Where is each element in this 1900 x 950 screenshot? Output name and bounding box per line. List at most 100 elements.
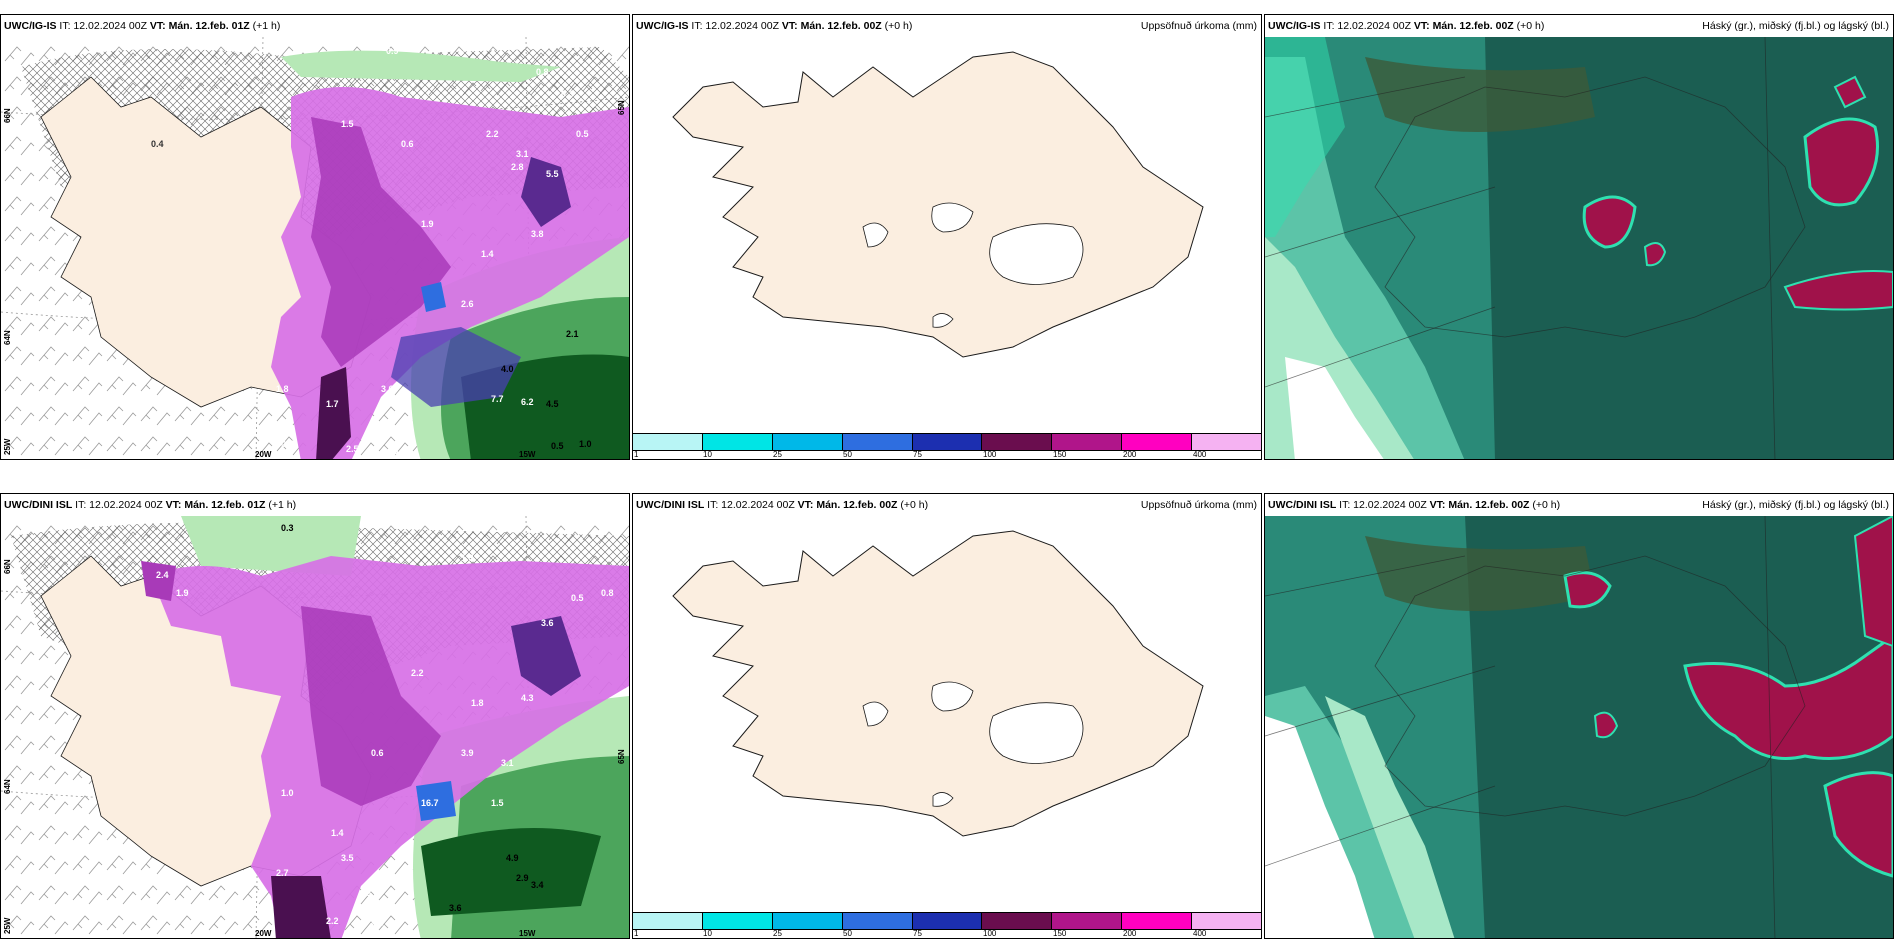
svg-text:2.4: 2.4 — [156, 570, 169, 580]
panel-title: Uppsöfnuð úrkoma (mm) — [1140, 20, 1257, 32]
svg-text:0.5: 0.5 — [576, 129, 589, 139]
svg-text:7.7: 7.7 — [491, 394, 504, 404]
lat-label: 64N — [3, 330, 12, 345]
iceland-map — [633, 516, 1261, 914]
colorbar-tick: 1 — [634, 929, 639, 938]
panel-header: UWC/DINI ISL IT: 12.02.2024 00Z VT: Mán.… — [1265, 494, 1893, 516]
model-label: UWC/DINI ISL — [1268, 499, 1337, 511]
svg-text:0.5: 0.5 — [551, 441, 564, 451]
colorbar-swatch — [982, 913, 1053, 929]
colorbar-swatch — [772, 434, 843, 450]
svg-text:0.9: 0.9 — [386, 46, 399, 56]
svg-text:16.7: 16.7 — [421, 798, 439, 808]
colorbar-swatch — [772, 913, 843, 929]
svg-text:0.7: 0.7 — [281, 439, 294, 449]
lead-time: (+0 h) — [900, 499, 929, 511]
svg-text:1.3: 1.3 — [461, 553, 474, 563]
colorbar-swatch — [702, 434, 773, 450]
lead-time: (+1 h) — [252, 20, 281, 32]
svg-text:1.8: 1.8 — [276, 384, 289, 394]
colorbar-swatch — [842, 434, 913, 450]
colorbar-swatch — [912, 434, 983, 450]
panel-header: UWC/DINI ISL IT: 12.02.2024 00Z VT: Mán.… — [633, 494, 1261, 516]
accum-precip-panel-dini: UWC/DINI ISL IT: 12.02.2024 00Z VT: Mán.… — [632, 493, 1262, 939]
panel-title: Háský (gr.), miðský (fj.bl.) og lágský (… — [1702, 499, 1889, 511]
svg-text:1.5: 1.5 — [491, 798, 504, 808]
precip-map: 0.9 0.8 0.3 0.4 0.5 1.5 0.6 1.4 2.2 3.1 … — [1, 37, 629, 459]
svg-text:1.4: 1.4 — [331, 828, 344, 838]
lon-label: 25W — [3, 438, 12, 455]
model-label: UWC/IG-IS — [636, 20, 689, 32]
svg-text:2.2: 2.2 — [486, 129, 499, 139]
panel-header: UWC/IG-IS IT: 12.02.2024 00Z VT: Mán. 12… — [633, 15, 1261, 37]
svg-text:0.8: 0.8 — [536, 67, 549, 77]
model-label: UWC/IG-IS — [4, 20, 57, 32]
svg-text:3.8: 3.8 — [531, 229, 544, 239]
svg-text:0.6: 0.6 — [401, 139, 414, 149]
lon-label: 15W — [519, 929, 536, 938]
colorbar-tick: 100 — [983, 929, 997, 938]
svg-text:3.9: 3.9 — [461, 748, 474, 758]
colorbar-swatch — [1052, 434, 1123, 450]
svg-text:2.2: 2.2 — [326, 916, 339, 926]
colorbar-tick: 25 — [773, 929, 782, 938]
lat-label: 64N — [3, 779, 12, 794]
init-time: IT: 12.02.2024 00Z — [1339, 499, 1427, 511]
accum-precip-panel-ig-is: UWC/IG-IS IT: 12.02.2024 00Z VT: Mán. 12… — [632, 14, 1262, 460]
colorbar-swatch — [1122, 913, 1193, 929]
svg-text:3.1: 3.1 — [516, 149, 529, 159]
svg-text:2.9: 2.9 — [516, 873, 529, 883]
colorbar-tick: 200 — [1123, 929, 1137, 938]
svg-text:2.7: 2.7 — [276, 868, 289, 878]
panel-header: UWC/IG-IS IT: 12.02.2024 00Z VT: Mán. 12… — [1265, 15, 1893, 37]
panel-title: Háský (gr.), miðský (fj.bl.) og lágský (… — [1702, 20, 1889, 32]
precip-colorbar: 1 10 25 50 75 100 150 200 400 — [633, 433, 1261, 459]
svg-text:1.7: 1.7 — [326, 399, 339, 409]
colorbar-swatch — [1122, 434, 1193, 450]
colorbar-swatch — [1192, 434, 1261, 450]
cloud-map — [1265, 516, 1893, 938]
precip-map: 0.3 2.4 1.9 0.5 0.8 1.3 2.2 3.6 4.3 1.8 … — [1, 516, 629, 938]
svg-text:0.5: 0.5 — [571, 593, 584, 603]
init-time: IT: 12.02.2024 00Z — [707, 499, 795, 511]
colorbar-tick: 150 — [1053, 450, 1067, 459]
svg-text:4.5: 4.5 — [546, 399, 559, 409]
svg-text:2.5: 2.5 — [346, 444, 359, 454]
model-label: UWC/DINI ISL — [4, 499, 73, 511]
colorbar-swatch — [1052, 913, 1123, 929]
panel-header: UWC/IG-IS IT: 12.02.2024 00Z VT: Mán. 12… — [1, 15, 629, 37]
precip-values: 0.3 2.4 1.9 0.5 0.8 1.3 2.2 3.6 4.3 1.8 … — [156, 523, 614, 928]
valid-time: VT: Mán. 12.feb. 01Z — [165, 499, 266, 511]
colorbar-tick: 75 — [913, 450, 922, 459]
valid-time: VT: Mán. 12.feb. 01Z — [149, 20, 250, 32]
svg-text:1.9: 1.9 — [421, 219, 434, 229]
lead-time: (+1 h) — [268, 499, 297, 511]
svg-text:2.8: 2.8 — [511, 162, 524, 172]
colorbar-swatch — [912, 913, 983, 929]
svg-text:3.5: 3.5 — [341, 853, 354, 863]
iceland-map — [633, 37, 1261, 435]
lat-label: 66N — [3, 559, 12, 574]
precip-map-panel-dini: UWC/DINI ISL IT: 12.02.2024 00Z VT: Mán.… — [0, 493, 630, 939]
svg-text:3.6: 3.6 — [541, 618, 554, 628]
model-label: UWC/IG-IS — [1268, 20, 1321, 32]
lon-label: 20W — [255, 450, 272, 459]
colorbar-tick: 1 — [634, 450, 639, 459]
svg-text:4.9: 4.9 — [506, 853, 519, 863]
lat-label: 66N — [3, 108, 12, 123]
svg-text:4.8: 4.8 — [371, 918, 384, 928]
colorbar-swatch — [702, 913, 773, 929]
svg-text:6.2: 6.2 — [521, 397, 534, 407]
svg-text:1.8: 1.8 — [471, 698, 484, 708]
svg-text:2.1: 2.1 — [566, 329, 579, 339]
init-time: IT: 12.02.2024 00Z — [75, 499, 163, 511]
svg-text:3.1: 3.1 — [501, 758, 514, 768]
valid-time: VT: Mán. 12.feb. 00Z — [1429, 499, 1530, 511]
colorbar-swatch — [633, 913, 703, 929]
cloud-map — [1265, 37, 1893, 459]
lead-time: (+0 h) — [1532, 499, 1561, 511]
svg-text:1.4: 1.4 — [481, 249, 494, 259]
colorbar-tick: 10 — [703, 929, 712, 938]
panel-title: Uppsöfnuð úrkoma (mm) — [1140, 499, 1257, 511]
svg-text:0.4: 0.4 — [151, 139, 164, 149]
